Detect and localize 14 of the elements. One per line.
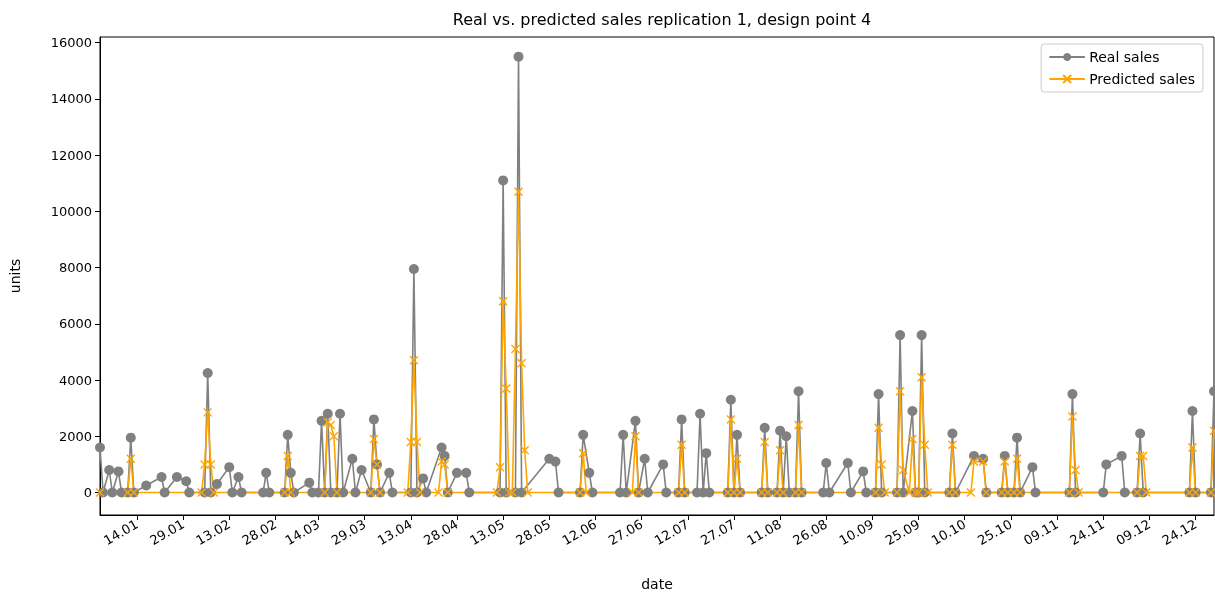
x-axis-title: date [641,576,673,592]
y-tick-label: 6000 [58,316,92,332]
y-tick-label: 2000 [58,428,92,444]
y-tick-label: 4000 [58,372,92,388]
y-tick-label: 14000 [50,91,92,107]
y-tick-label: 0 [83,485,92,501]
legend-label: Predicted sales [1089,71,1195,87]
chart-title: Real vs. predicted sales replication 1, design point 4 [452,9,872,29]
y-tick-label: 10000 [50,203,92,219]
y-tick-label: 8000 [58,260,92,276]
y-tick-label: 12000 [50,147,92,163]
y-tick-label: 16000 [50,35,92,51]
y-axis-title: units [7,258,23,294]
legend-label: Real sales [1089,49,1160,65]
